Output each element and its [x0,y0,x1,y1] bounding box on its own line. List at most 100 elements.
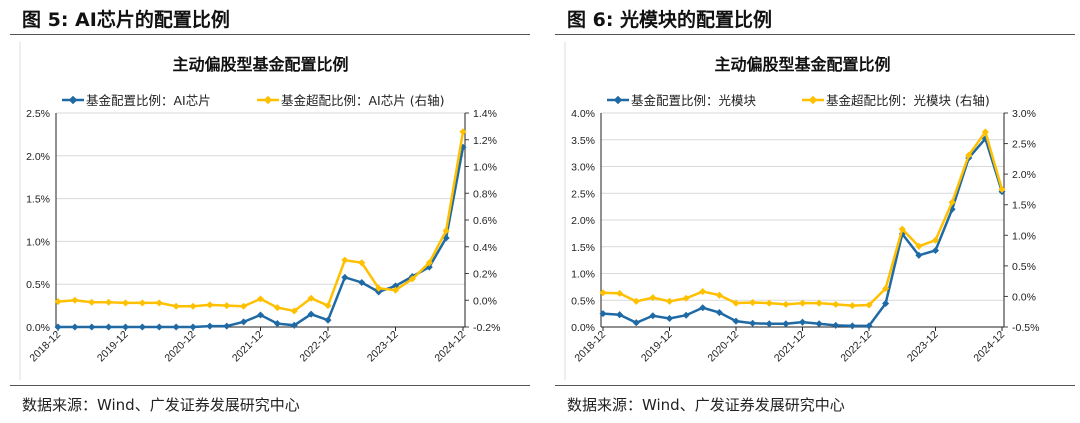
data-point [223,302,231,310]
data-point [732,317,740,325]
y-left-tick-label: 1.0% [571,269,595,281]
data-point [105,298,113,306]
data-point [765,320,773,328]
data-point [88,298,96,306]
data-point [172,302,180,310]
data-point [715,309,723,317]
y-right-tick-label: 2.5% [1012,139,1036,151]
y-right-tick-label: -0.5% [1012,322,1039,334]
y-left-tick-label: 2.0% [571,215,595,227]
data-point [632,297,640,305]
data-point [206,322,214,330]
y-left-tick-label: 3.5% [571,135,595,147]
y-right-tick-label: 0.0% [1012,291,1036,303]
legend-label: 基金超配比例：光模块 (右轴) [826,93,990,108]
legend-label: 基金配置比例：光模块 [631,93,757,108]
data-point [307,310,315,318]
data-point [375,284,383,292]
y-right-tick-label: 0.2% [473,269,497,281]
data-point [848,302,856,310]
data-point [798,299,807,307]
data-point [240,318,248,326]
y-right-tick-label: 2.0% [1012,169,1036,181]
data-point [782,320,790,328]
data-point [172,323,180,331]
y-right-tick-label: 1.0% [473,162,497,174]
data-point [616,311,624,319]
data-point [732,299,740,307]
data-point [54,323,62,331]
data-point [358,259,366,267]
data-point [915,251,923,259]
data-point [290,321,298,329]
data-point [931,246,940,255]
y-left-tick-label: 3.0% [571,162,595,174]
x-tick-label: 2024-12 [432,329,468,365]
data-point [882,299,890,307]
data-point [408,275,416,283]
data-point [882,284,890,293]
data-point [699,288,707,296]
y-left-tick-label: 1.0% [26,236,50,248]
data-point [341,273,349,281]
source-note: 数据来源：Wind、广发证券发展研究中心 [567,396,845,414]
y-left-tick-label: 1.5% [571,242,595,254]
data-point [599,289,607,297]
y-left-tick-label: 0.5% [571,295,595,307]
data-point [832,321,840,329]
data-point [273,320,281,328]
x-tick-label: 2023-12 [365,329,401,365]
figure-title: 图 6: 光模块的配置比例 [567,9,773,31]
divider [555,34,1075,35]
legend-marker [68,95,78,105]
x-tick-label: 2020-12 [705,329,741,365]
data-point [155,299,163,307]
data-point [391,286,400,294]
data-point [138,299,146,307]
data-point [832,300,840,308]
y-right-tick-label: 0.4% [473,242,497,254]
data-point [865,322,873,330]
data-point [88,323,96,331]
y-left-tick-label: 0.0% [571,322,595,334]
legend-label: 基金配置比例：AI芯片 [86,93,211,108]
chart-title: 主动偏股型基金配置比例 [172,55,348,74]
x-tick-label: 2019-12 [639,329,675,365]
data-point [981,128,989,136]
x-tick-label: 2021-12 [772,329,808,365]
y-right-tick-label: 1.0% [1012,230,1036,242]
y-left-tick-label: 0.5% [26,279,50,291]
data-point [307,294,315,302]
data-point [155,323,163,331]
data-point [121,299,130,307]
x-tick-label: 2020-12 [162,329,198,365]
legend-label: 基金超配比例：AI芯片 (右轴) [281,93,444,108]
data-point [121,323,130,331]
x-tick-label: 2022-12 [838,329,874,365]
figure-ai-chip: 图 5: AI芯片的配置比例 主动偏股型基金配置比例 基金配置比例：AI芯片 基金超… [0,0,530,423]
data-point [665,314,674,322]
y-left-tick-label: 1.5% [26,194,50,206]
data-point [105,323,113,331]
chart-title: 主动偏股型基金配置比例 [714,55,890,74]
x-tick-label: 2024-12 [971,329,1007,365]
data-point [798,318,807,326]
data-point [71,296,79,304]
y-right-tick-label: 3.0% [1012,108,1036,120]
x-tick-label: 2023-12 [905,329,941,365]
data-point [632,319,640,327]
data-point [341,256,349,264]
data-point [682,294,690,302]
y-right-tick-label: 0.6% [473,215,497,227]
data-point [324,316,332,324]
divider [10,385,530,386]
y-right-tick-label: -0.2% [473,322,500,334]
x-tick-label: 2019-12 [95,329,131,365]
data-point [815,299,823,307]
data-point [290,307,298,315]
data-point [915,242,923,250]
data-point [715,291,723,299]
data-point [599,310,607,318]
